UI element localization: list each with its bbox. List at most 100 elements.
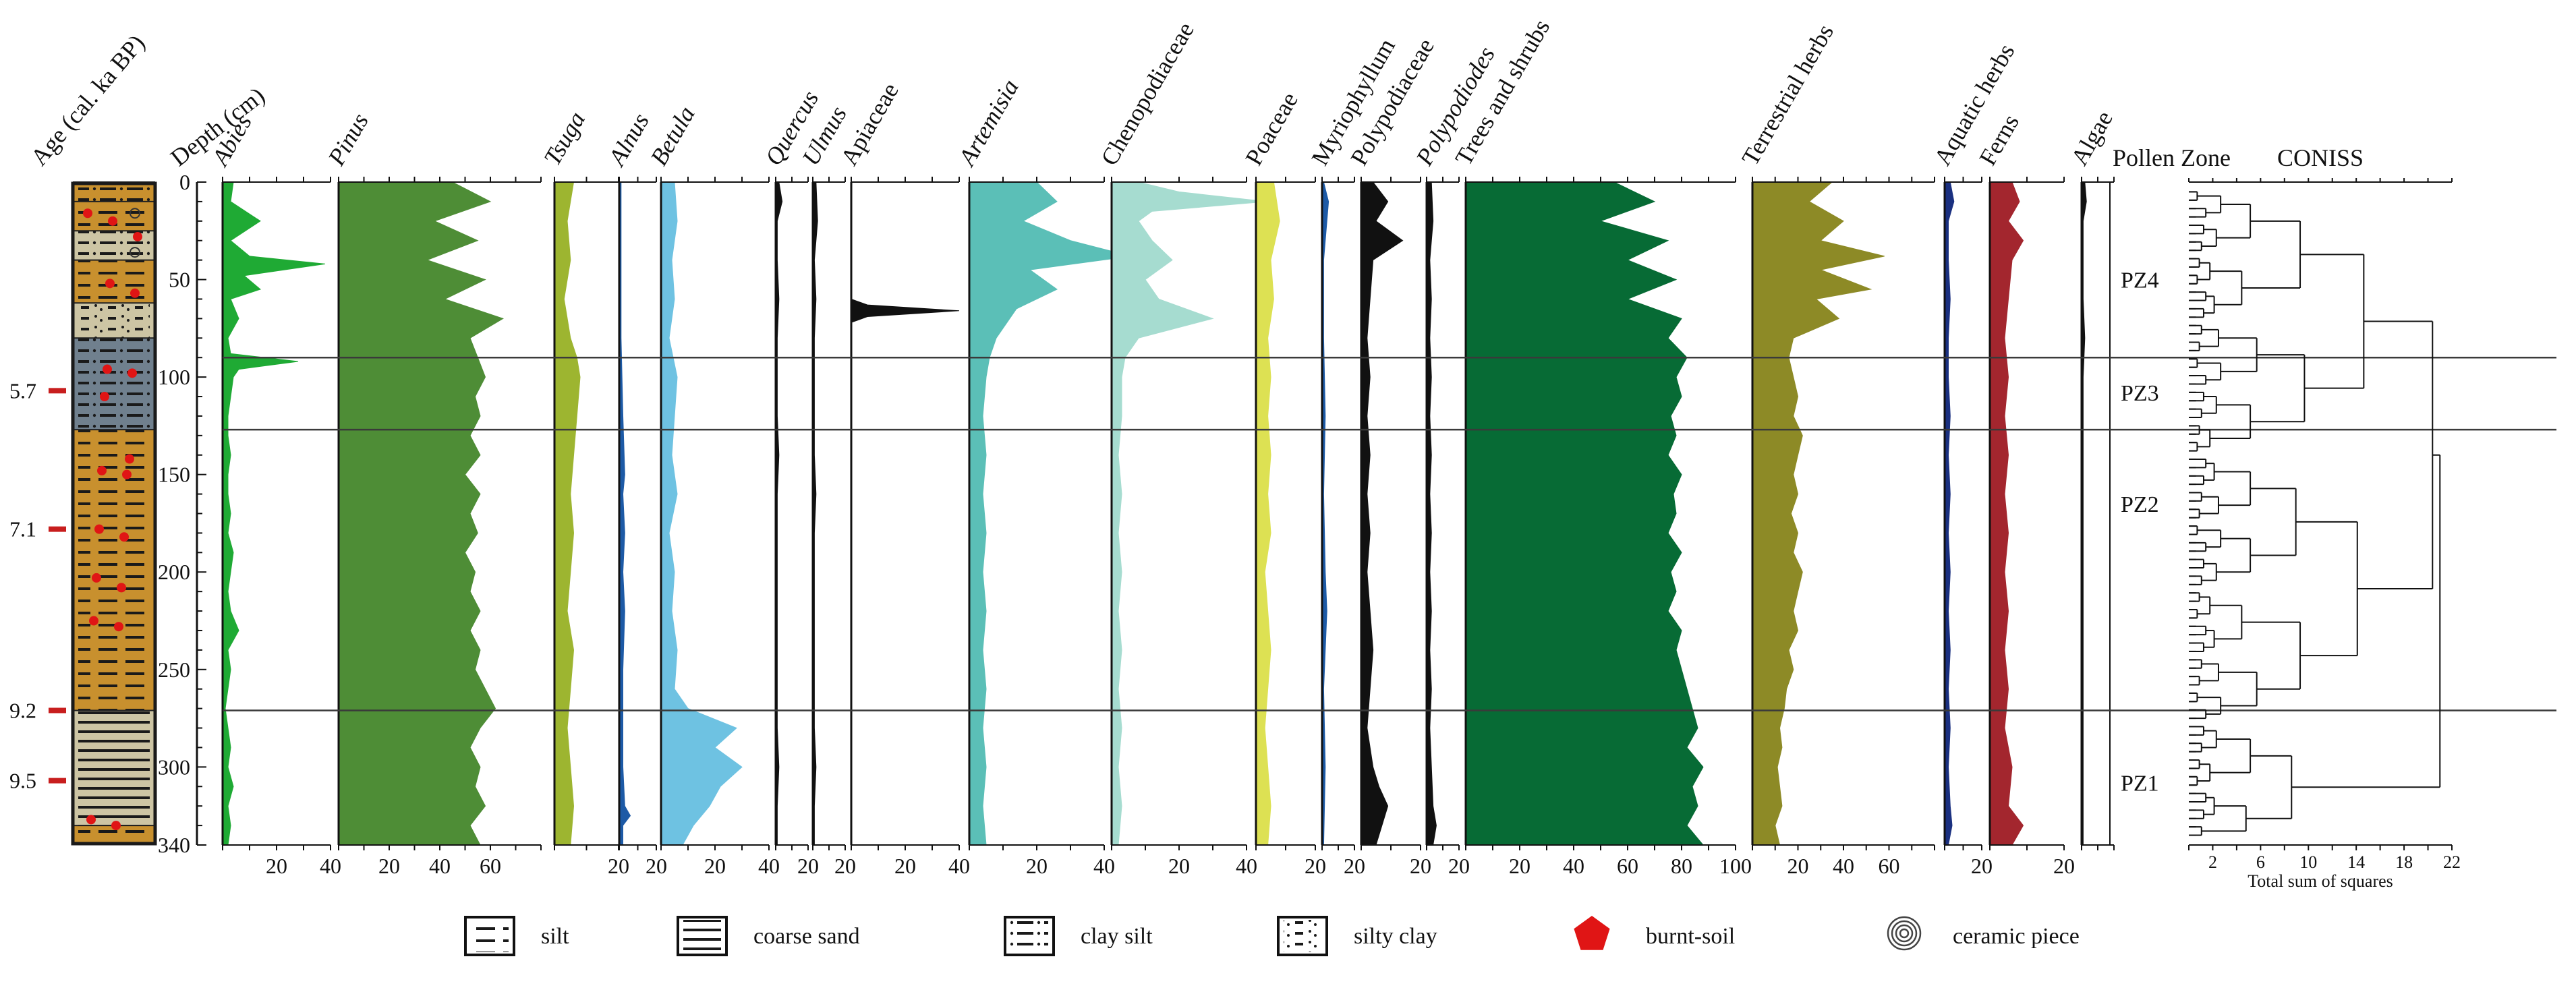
age-mark-3 bbox=[49, 778, 66, 784]
coniss-tick-label: 18 bbox=[2395, 852, 2413, 872]
burnt-soil-symbol bbox=[1574, 916, 1610, 950]
coniss-tick-label: 2 bbox=[2208, 852, 2217, 872]
panel-artemisia: 20 40 Artemisia bbox=[952, 75, 1132, 878]
legend-item-silty-clay: silty clay bbox=[1277, 916, 1437, 956]
panel-tick-label: 20 bbox=[1971, 854, 1993, 878]
panel-tsuga: 20 Tsuga bbox=[538, 107, 629, 878]
age-mark-2 bbox=[49, 707, 66, 713]
panel-tick-label: 40 bbox=[320, 854, 341, 878]
panel-tick-label: 20 bbox=[1509, 854, 1530, 878]
series-area-apiaceae bbox=[851, 182, 960, 845]
series-area-chenopodiaceae bbox=[1111, 181, 1267, 846]
age-label-2: 9.2 bbox=[9, 699, 36, 723]
lith-pattern-0 bbox=[78, 182, 150, 202]
series-area-trees-and-shrubs bbox=[1465, 181, 1705, 846]
legend-label: clay silt bbox=[1081, 924, 1153, 949]
depth-tick-label: 340 bbox=[158, 833, 190, 857]
panel-tick-label: 20 bbox=[1026, 854, 1048, 878]
panel-tick-label: 20 bbox=[1168, 854, 1190, 878]
burnt-soil-marker bbox=[89, 616, 98, 626]
series-area-aquatic-herbs bbox=[1944, 181, 1955, 846]
legend: silt coarse sand clay silt silty clay burnt-… bbox=[464, 916, 2080, 956]
panel-tick-label: 40 bbox=[1236, 854, 1257, 878]
coniss-title: CONISS bbox=[2277, 144, 2364, 171]
depth-tick-label: 250 bbox=[158, 658, 190, 682]
series-area-artemisia bbox=[969, 181, 1132, 846]
ceramic-piece-symbol bbox=[1899, 928, 1910, 939]
panel-header: Artemisia bbox=[952, 75, 1024, 171]
legend-swatch-pattern bbox=[471, 920, 509, 952]
series-area-alnus bbox=[619, 181, 631, 846]
series-area-terrestrial-herbs bbox=[1752, 181, 1885, 846]
burnt-soil-marker bbox=[105, 279, 115, 289]
panel-tick-label: 20 bbox=[378, 854, 400, 878]
lith-pattern-7 bbox=[78, 710, 150, 826]
panel-tick-label: 60 bbox=[480, 854, 501, 878]
ceramic-piece-marker bbox=[130, 247, 140, 258]
burnt-soil-marker bbox=[119, 532, 129, 542]
legend-label: ceramic piece bbox=[1953, 924, 2080, 949]
burnt-soil-marker bbox=[114, 622, 123, 632]
zone-header: Pollen Zone bbox=[2113, 144, 2231, 171]
series-area-polypodiaceae bbox=[1361, 181, 1404, 846]
burnt-soil-marker bbox=[100, 392, 109, 402]
panel-poaceae: 20 Poaceae bbox=[1240, 88, 1326, 878]
burnt-soil-marker bbox=[94, 524, 104, 534]
legend-item-ceramic-piece: ceramic piece bbox=[1887, 916, 2080, 951]
coniss-tick-label: 22 bbox=[2443, 852, 2461, 872]
zone-column: Pollen Zone PZ4 PZ3 PZ2 PZ1 bbox=[2109, 144, 2231, 845]
legend-label: burnt-soil bbox=[1646, 924, 1735, 949]
ceramic-piece-symbol bbox=[1887, 916, 1922, 951]
panel-tick-label: 40 bbox=[1833, 854, 1854, 878]
legend-item-silt: silt bbox=[464, 916, 569, 956]
age-axis-title: Age (cal. ka BP) bbox=[25, 30, 150, 171]
panel-tick-label: 100 bbox=[1719, 854, 1752, 878]
panel-tick-label: 40 bbox=[948, 854, 970, 878]
lithology-column bbox=[71, 181, 157, 846]
panel-tick-label: 20 bbox=[894, 854, 916, 878]
panel-tick-label: 40 bbox=[758, 854, 780, 878]
panel-tick-label: 20 bbox=[1787, 854, 1809, 878]
legend-swatch-pattern bbox=[1284, 920, 1321, 952]
panel-tick-label: 20 bbox=[646, 854, 667, 878]
burnt-soil-marker bbox=[86, 815, 96, 825]
burnt-soil-marker bbox=[133, 231, 142, 241]
burnt-soil-marker bbox=[108, 216, 117, 226]
lith-pattern-4 bbox=[78, 303, 150, 339]
series-area-algae bbox=[2081, 181, 2087, 846]
legend-item-burnt-soil: burnt-soil bbox=[1574, 916, 1735, 950]
panel-tick-label: 40 bbox=[429, 854, 451, 878]
panel-tick-label: 20 bbox=[797, 854, 819, 878]
depth-tick-label: 300 bbox=[158, 755, 190, 779]
depth-tick-label: 0 bbox=[179, 170, 190, 194]
panel-tick-label: 40 bbox=[1563, 854, 1584, 878]
panel-tick-label: 40 bbox=[1093, 854, 1115, 878]
panel-pinus: 20 40 60 Pinus bbox=[322, 109, 542, 878]
panel-tick-label: 80 bbox=[1671, 854, 1692, 878]
panel-chenopodiaceae: 20 40 Chenopodiaceae bbox=[1095, 18, 1267, 878]
coniss-tick-label: 6 bbox=[2256, 852, 2265, 872]
panel-header: Algae bbox=[2065, 107, 2118, 170]
coniss-dendrogram: CONISS 2 6 10 14 18 22 Total sum of squares bbox=[2188, 144, 2461, 891]
panel-alnus: 20 Alnus bbox=[602, 109, 667, 878]
panel-tick-label: 60 bbox=[1879, 854, 1900, 878]
legend-item-coarse-sand: coarse sand bbox=[677, 916, 860, 956]
panel-tick-label: 20 bbox=[704, 854, 726, 878]
burnt-soil-marker bbox=[125, 454, 134, 464]
coniss-panel: CONISS 2 6 10 14 18 22 Total sum of squares bbox=[2188, 144, 2461, 891]
panel-header: Betula bbox=[645, 102, 700, 170]
panel-tick-label: 20 bbox=[1305, 854, 1326, 878]
series-area-ulmus bbox=[812, 181, 818, 846]
zone-label-PZ4: PZ4 bbox=[2121, 268, 2159, 293]
zone-label-PZ3: PZ3 bbox=[2121, 381, 2159, 406]
legend-swatch-pattern bbox=[683, 920, 721, 952]
panel-header: Poaceae bbox=[1240, 88, 1303, 170]
legend-label: coarse sand bbox=[753, 924, 860, 949]
series-area-polypodiodes bbox=[1426, 181, 1437, 846]
lith-pattern-6 bbox=[78, 430, 150, 711]
panel-tick-label: 20 bbox=[1344, 854, 1365, 878]
